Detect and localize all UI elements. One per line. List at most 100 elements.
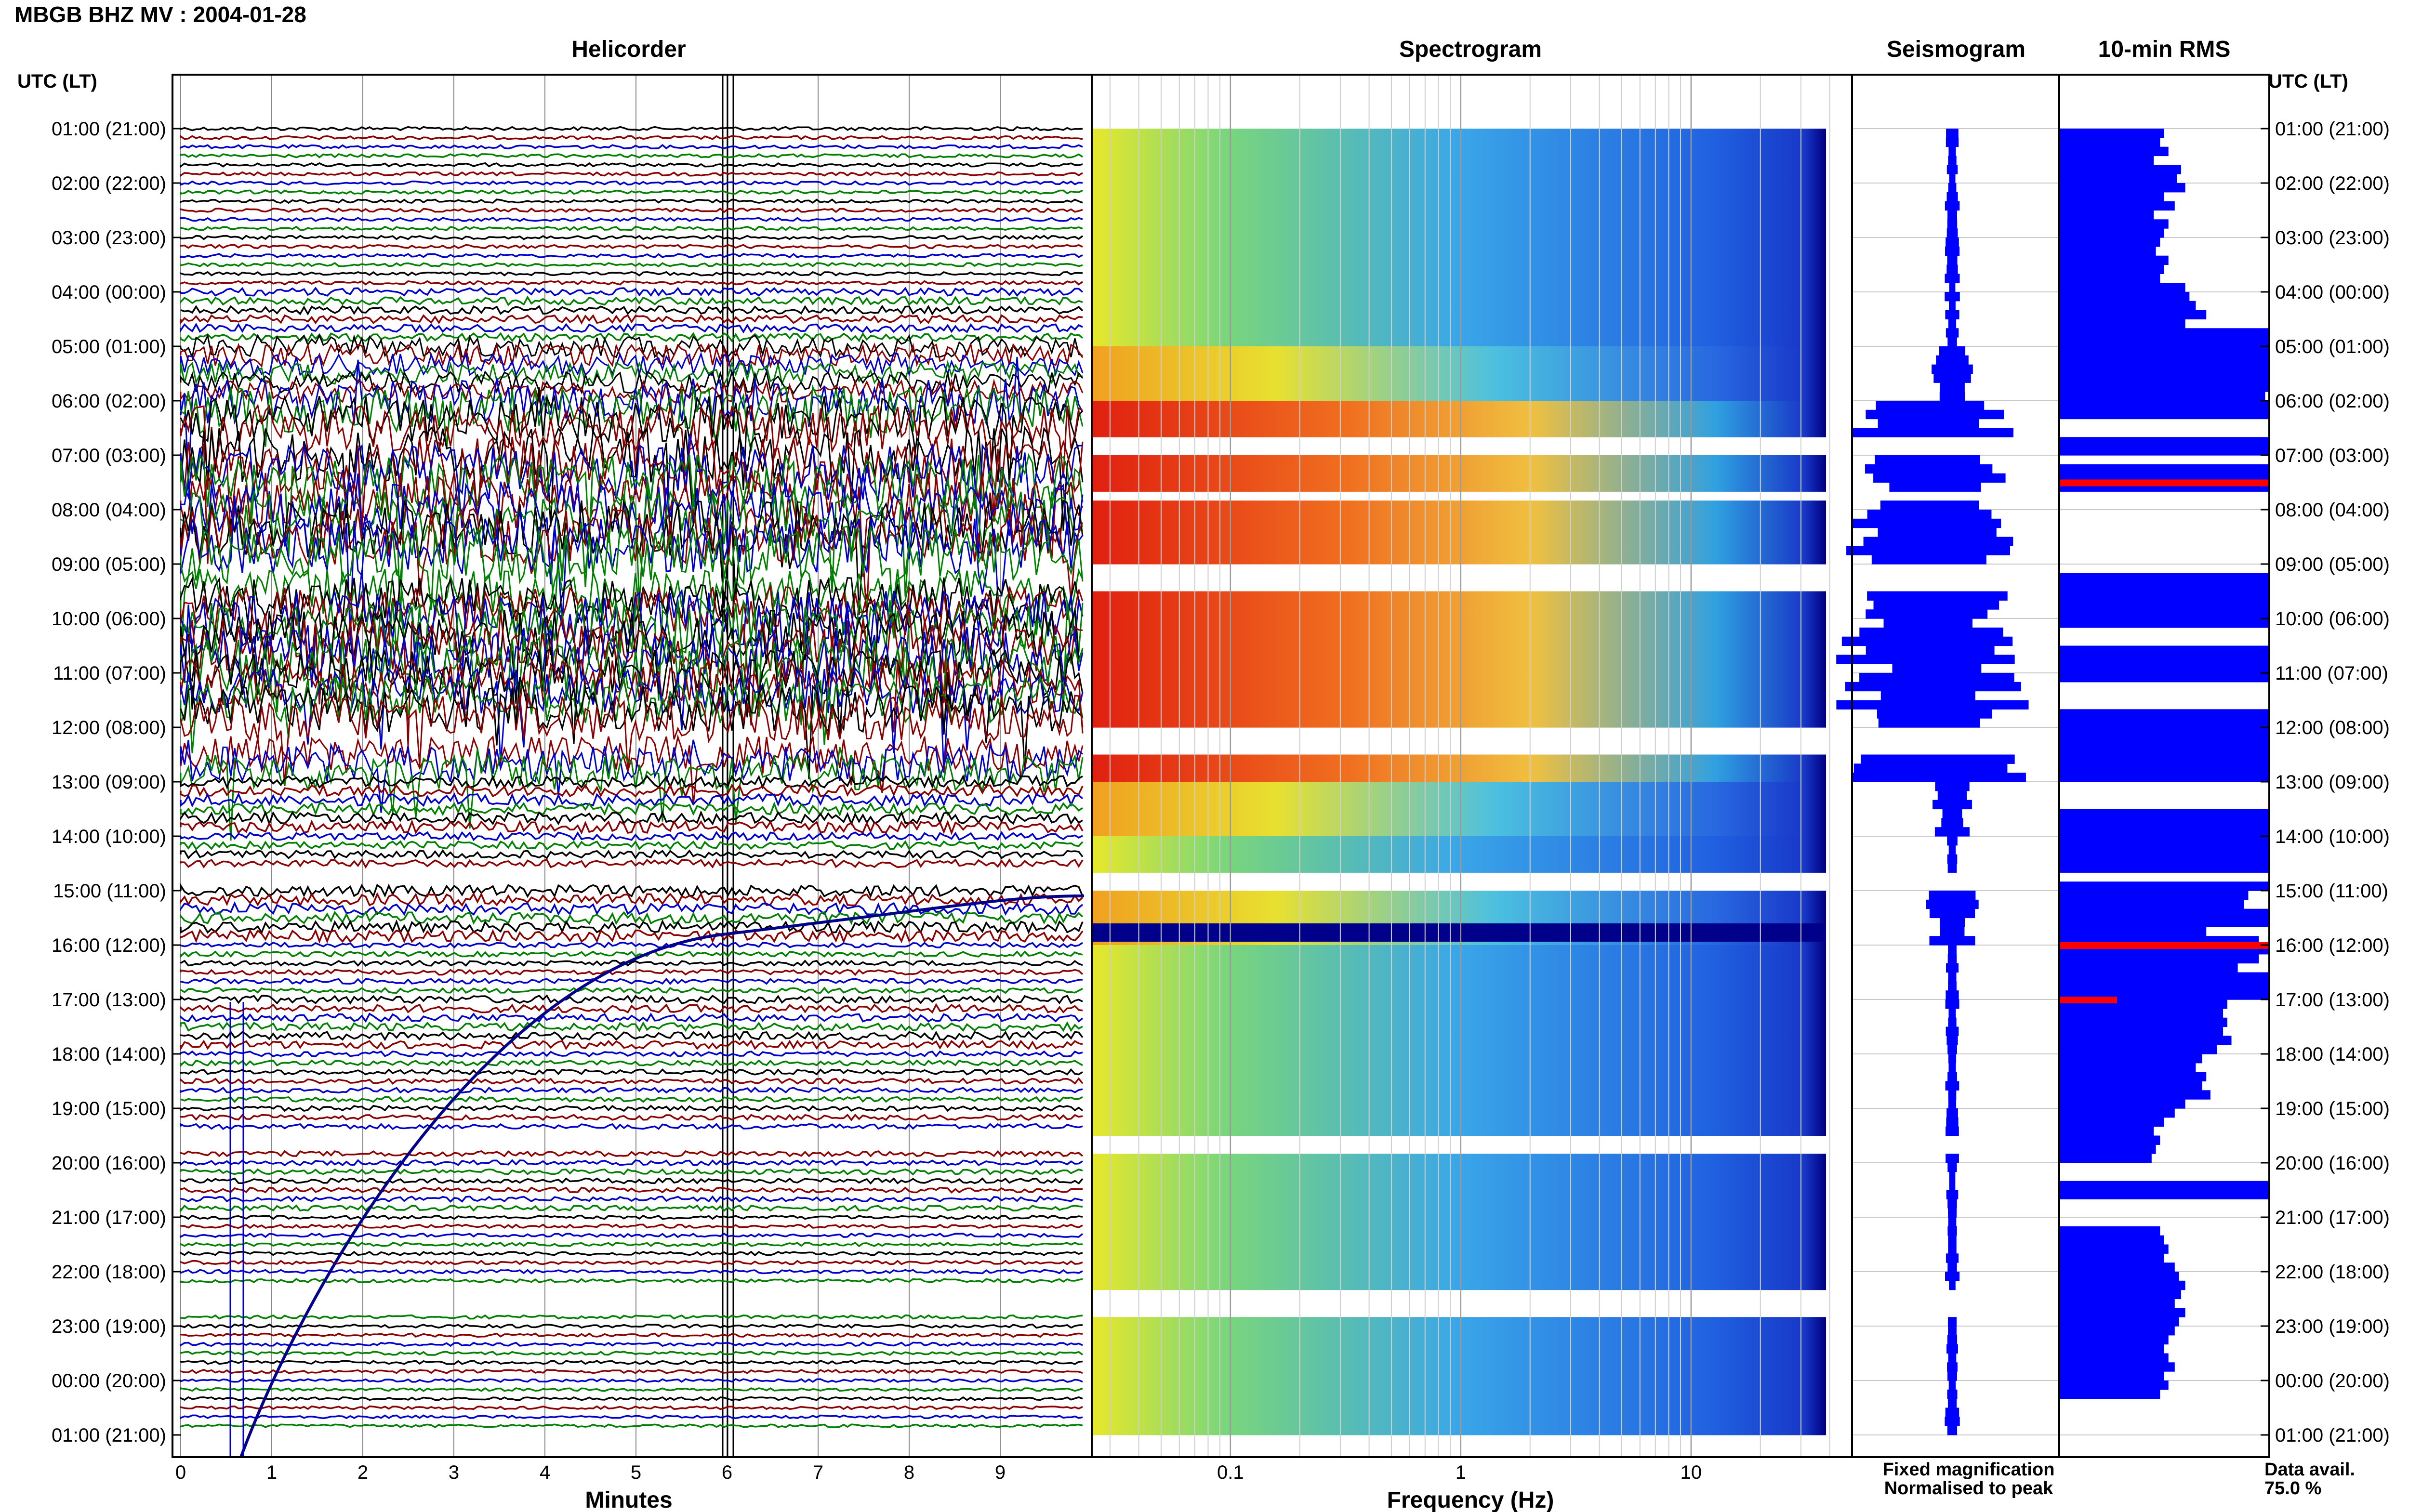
helicorder-trace (180, 608, 1083, 746)
rms-bar (2059, 1381, 2169, 1390)
spectrogram-x-ticks: 0.1 1 10 (1217, 1462, 1702, 1483)
minute-tick-label: 4 (540, 1462, 550, 1483)
seismogram-segment (1867, 591, 2008, 601)
helicorder-trace (180, 1387, 1083, 1392)
frequency-tick-label: 10 (1681, 1462, 1702, 1483)
rms-bar (2059, 745, 2269, 755)
spectrogram-band (1092, 1008, 1826, 1018)
helicorder-trace (180, 356, 1084, 484)
seismogram-segment (1947, 1262, 1957, 1272)
helicorder-trace (180, 783, 1084, 799)
helicorder-trace (180, 910, 1084, 925)
spectrogram-band (1092, 700, 1826, 710)
spectrogram-band (1092, 1407, 1826, 1417)
helicorder-trace (180, 333, 1083, 360)
time-tick-label: 23:00 (19:00) (52, 1316, 166, 1337)
seismogram-segment (1846, 546, 2010, 555)
spectrogram-band (1092, 845, 1826, 855)
helicorder-trace (180, 840, 1084, 851)
seismogram-segment (1948, 1099, 1957, 1109)
seismogram-segment (1947, 1317, 1957, 1327)
spectrogram-band (1092, 1217, 1826, 1227)
time-tick-label: 01:00 (21:00) (2275, 1425, 2390, 1446)
helicorder-trace (180, 633, 1084, 715)
time-tick-label: 05:00 (01:00) (52, 336, 166, 357)
rms-bar (2059, 210, 2154, 220)
spectrogram-band (1092, 981, 1826, 991)
rms-peak-mark (2059, 942, 2269, 949)
helicorder-trace (180, 1214, 1083, 1220)
rms-bar (2059, 174, 2177, 184)
helicorder-x-label: Minutes (585, 1487, 672, 1512)
seismogram-segment (1946, 1126, 1959, 1136)
rms-bar (2059, 129, 2164, 138)
helicorder-trace (180, 1423, 1083, 1429)
seismogram-segment (1940, 918, 1965, 927)
seismogram-segment (1946, 264, 1958, 274)
rms-bar (2059, 146, 2169, 157)
seismogram-segment (1946, 1154, 1959, 1163)
rms-bar (2059, 1154, 2152, 1163)
seismogram-segment (1945, 1272, 1960, 1281)
rms-bar (2059, 1326, 2175, 1336)
time-tick-label: 23:00 (19:00) (2275, 1316, 2390, 1337)
helicorder-trace (180, 314, 1083, 325)
rms-bar (2059, 255, 2169, 265)
spectrogram-band (1092, 1417, 1826, 1426)
helicorder-trace (180, 576, 1084, 650)
spectrogram-title: Spectrogram (1399, 37, 1542, 62)
rms-bar (2059, 908, 2269, 919)
seismogram-segment (1946, 192, 1958, 202)
rms-bar (2059, 1226, 2160, 1236)
rms-bar (2059, 283, 2185, 292)
spectrogram-band (1092, 908, 1826, 919)
seismogram-segment (1946, 1344, 1958, 1354)
spectrogram-band (1092, 1054, 1826, 1064)
rms-bar (2059, 1262, 2175, 1272)
seismogram-segment (1946, 990, 1959, 1000)
rms-bar (2059, 382, 2269, 392)
rms-bar (2059, 292, 2190, 302)
seismogram-segment (1946, 1108, 1958, 1118)
seismogram-segment (1948, 1017, 1957, 1027)
spectrogram-band (1092, 373, 1826, 383)
time-tick-label: 01:00 (21:00) (52, 1425, 166, 1446)
time-tick-label: 00:00 (20:00) (52, 1370, 166, 1392)
rms-bar (2059, 237, 2160, 247)
helicorder-trace (180, 1405, 1083, 1410)
seismogram-segment (1947, 1398, 1957, 1408)
rms-bar (2059, 582, 2269, 592)
rms-bar (2059, 673, 2269, 683)
helicorder-trace (180, 144, 1083, 150)
time-tick-label: 00:00 (20:00) (2275, 1370, 2390, 1392)
seismogram-segment (1859, 627, 2003, 637)
helicorder-trace (180, 810, 1083, 827)
seismogram-segment (1949, 301, 1956, 311)
helicorder-trace (180, 1003, 1083, 1014)
spectrogram-band (1092, 1163, 1826, 1172)
helicorder-trace (180, 435, 1084, 564)
rms-panel (2058, 74, 2270, 1458)
helicorder-trace (180, 1269, 1083, 1275)
spectrogram-band (1092, 718, 1826, 728)
time-tick-label: 08:00 (04:00) (2275, 500, 2390, 521)
spectrogram-band (1092, 246, 1826, 256)
seismogram-segment (1941, 818, 1963, 828)
helicorder-trace (180, 977, 1083, 986)
helicorder-trace (180, 434, 1083, 559)
rms-bar (2059, 165, 2181, 174)
helicorder-trace (180, 1260, 1083, 1265)
spectrogram-band (1092, 1326, 1826, 1336)
time-tick-label: 12:00 (08:00) (52, 717, 166, 738)
rms-bar (2059, 137, 2160, 147)
spectrogram-band (1092, 655, 1826, 664)
spectrogram-band (1092, 482, 1826, 492)
rms-bar (2059, 464, 2269, 474)
helicorder-trace (180, 453, 1084, 565)
seismogram-segment (1936, 355, 1969, 365)
spectrogram-band (1092, 137, 1826, 147)
spectrogram-band (1092, 510, 1826, 519)
rms-bar (2059, 1072, 2207, 1082)
rms-bar (2059, 1126, 2154, 1136)
spectrogram-band (1092, 1126, 1826, 1136)
